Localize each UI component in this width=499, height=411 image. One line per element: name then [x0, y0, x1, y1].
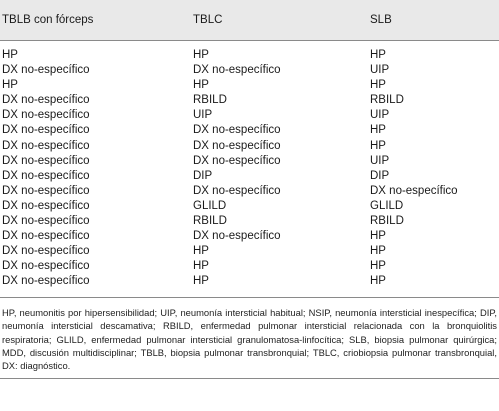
table-row: DX no-específico UIP UIP — [0, 108, 499, 123]
table-row: DX no-específico DX no-específico DX no-es… — [0, 184, 499, 199]
table-row: DX no-específico DIP DIP — [0, 169, 499, 184]
tblc-cell: DX no-específico — [193, 124, 281, 137]
slb-cell: UIP — [370, 154, 390, 167]
table-row: DX no-específico GLILD GLILD — [0, 199, 499, 214]
table-row: DX no-específico HP HP — [0, 244, 499, 259]
slb-cell: HP — [370, 230, 386, 243]
tblb-forceps-cell: DX no-específico — [2, 245, 90, 258]
table-row: DX no-específico HP HP — [0, 259, 499, 274]
table-row: DX no-específico RBILD RBILD — [0, 214, 499, 229]
tblc-cell: RBILD — [193, 94, 227, 107]
table-body: HP HP HP DX no-específico DX no-específico UI… — [0, 48, 499, 290]
slb-cell: DX no-específico — [370, 184, 458, 197]
tblb-forceps-cell: DX no-específico — [2, 94, 90, 107]
table-row: DX no-específico DX no-específico HP — [0, 123, 499, 138]
tblb-forceps-cell: DX no-específico — [2, 230, 90, 243]
table-row: DX no-específico DX no-específico HP — [0, 229, 499, 244]
table-row: HP HP HP — [0, 48, 499, 63]
tblc-cell: DIP — [193, 169, 213, 182]
table-bottom-rule — [0, 297, 499, 298]
tblb-forceps-cell: DX no-específico — [2, 124, 90, 137]
slb-cell: UIP — [370, 64, 390, 77]
tblc-cell: GLILD — [193, 199, 227, 212]
table-row: HP HP HP — [0, 78, 499, 93]
tblc-cell: HP — [193, 79, 209, 92]
tblc-cell: DX no-específico — [193, 184, 281, 197]
tblc-cell: HP — [193, 260, 209, 273]
table-row: DX no-específico RBILD RBILD — [0, 93, 499, 108]
tblc-cell: HP — [193, 275, 209, 288]
tblb-forceps-cell: DX no-específico — [2, 64, 90, 77]
tblc-cell: UIP — [193, 109, 213, 122]
tblb-forceps-cell: HP — [2, 49, 18, 61]
tblb-forceps-cell: DX no-específico — [2, 260, 90, 273]
slb-cell: HP — [370, 260, 386, 273]
slb-cell: UIP — [370, 109, 390, 122]
table-footnote: HP, neumonitis por hipersensibilidad; UI… — [2, 307, 497, 372]
tblb-forceps-cell: DX no-específico — [2, 184, 90, 197]
tblc-cell: HP — [193, 49, 209, 61]
slb-cell: HP — [370, 49, 386, 61]
tblb-forceps-cell: DX no-específico — [2, 275, 90, 288]
slb-cell: HP — [370, 245, 386, 258]
slb-cell: RBILD — [370, 94, 404, 107]
tblb-forceps-cell: DX no-específico — [2, 154, 90, 167]
tblc-cell: DX no-específico — [193, 139, 281, 152]
slb-cell: DIP — [370, 169, 390, 182]
tblc-cell: DX no-específico — [193, 64, 281, 77]
slb-cell: GLILD — [370, 199, 404, 212]
tblb-forceps-cell: DX no-específico — [2, 215, 90, 228]
tblb-forceps-cell: DX no-específico — [2, 139, 90, 152]
table-row: DX no-específico HP HP — [0, 274, 499, 289]
table-row: DX no-específico DX no-específico UIP — [0, 154, 499, 169]
slb-cell: RBILD — [370, 215, 404, 228]
tblc-cell: DX no-específico — [193, 230, 281, 243]
tblb-forceps-cell: DX no-específico — [2, 169, 90, 182]
tblb-forceps-cell: DX no-específico — [2, 199, 90, 212]
table-header: TBLB con fórceps TBLC SLB — [0, 0, 499, 41]
slb-cell: HP — [370, 275, 386, 288]
table-row: DX no-específico DX no-específico HP — [0, 139, 499, 154]
tblb-forceps-cell: DX no-específico — [2, 109, 90, 122]
header-tblc: TBLC — [193, 14, 223, 26]
slb-cell: HP — [370, 139, 386, 152]
tblb-forceps-cell: HP — [2, 79, 18, 92]
tblc-cell: DX no-específico — [193, 154, 281, 167]
footnote-bottom-rule — [0, 378, 499, 379]
slb-cell: HP — [370, 124, 386, 137]
tblc-cell: RBILD — [193, 215, 227, 228]
slb-cell: HP — [370, 79, 386, 92]
table-row: DX no-específico DX no-específico UIP — [0, 63, 499, 78]
header-tblb-forceps: TBLB con fórceps — [2, 14, 94, 26]
header-slb: SLB — [370, 14, 392, 26]
tblc-cell: HP — [193, 245, 209, 258]
